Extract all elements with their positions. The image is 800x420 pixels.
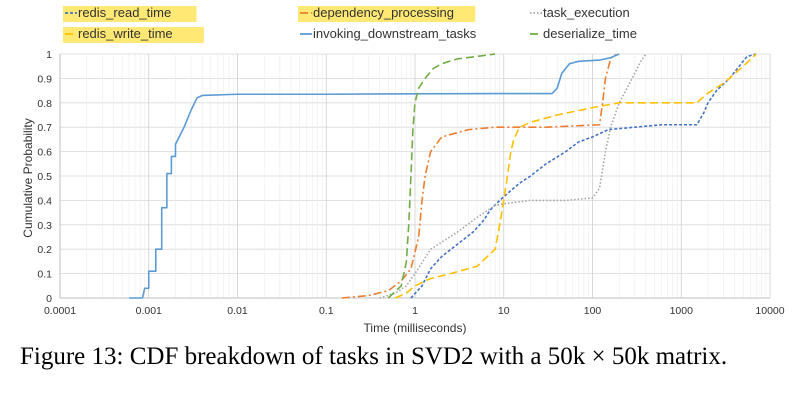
y-tick-label: 0.7 (37, 122, 52, 134)
x-tick-label: 1 (412, 305, 418, 317)
x-tick-label: 10000 (755, 305, 784, 317)
legend-label: task_execution (543, 5, 630, 20)
x-tick-label: 0.01 (227, 305, 248, 317)
y-tick-label: 0.8 (37, 98, 52, 110)
series-lines (129, 53, 757, 299)
y-tick-label: 0 (46, 293, 52, 305)
legend-label: invoking_downstream_tasks (313, 26, 477, 41)
legend-label: dependency_processing (313, 5, 454, 20)
series-line-dependency-processing (341, 53, 616, 299)
legend-item-task-execution: task_execution (530, 5, 630, 20)
gridlines (59, 53, 771, 299)
caption-text: Figure 13: CDF breakdown of tasks in SVD… (20, 343, 728, 370)
legend-item-invoking-downstream-tasks: invoking_downstream_tasks (300, 26, 477, 41)
y-tick-label: 0.9 (37, 73, 52, 85)
series-line-deserialize-time (387, 53, 496, 299)
x-axis-label: Time (milliseconds) (364, 321, 467, 335)
legend-item-redis-write-time: redis_write_time (63, 26, 204, 43)
y-tick-label: 0.5 (37, 171, 52, 183)
y-tick-label: 0.2 (37, 244, 52, 256)
legend-highlight (63, 27, 204, 43)
legend-highlight (63, 6, 197, 22)
y-tick-label: 0.4 (37, 195, 52, 207)
y-axis-label: Cumulative Probability (21, 118, 35, 237)
y-tick-label: 0.3 (37, 220, 52, 232)
legend-label: deserialize_time (543, 26, 637, 41)
legend-label: redis_write_time (78, 26, 173, 41)
x-tick-label: 10 (498, 305, 510, 317)
y-tick-label: 0.1 (37, 269, 52, 281)
legend-item-deserialize-time: deserialize_time (530, 26, 637, 41)
legend-item-dependency-processing: dependency_processing (298, 5, 476, 22)
x-tick-label: 1000 (670, 305, 694, 317)
x-tick-label: 0.001 (136, 305, 162, 317)
series-line-redis-read-time (410, 53, 757, 299)
x-tick-label: 0.1 (319, 305, 334, 317)
axes: 0 0.1 0.2 0.3 0.4 0.5 0.6 0.7 0.8 0.9 1 0.0001 0.001… (37, 49, 784, 317)
series-line-redis-write-time (394, 53, 757, 299)
legend-item-redis-read-time: redis_read_time (63, 5, 197, 22)
legend-label: redis_read_time (78, 5, 171, 20)
figure-caption: Figure 13: CDF breakdown of tasks in SVD… (20, 340, 790, 374)
legend: redis_read_time dependency_processing task… (63, 5, 637, 43)
y-tick-label: 1 (46, 49, 52, 61)
x-tick-label: 100 (584, 305, 602, 317)
series-line-invoking-downstream-tasks (129, 53, 620, 299)
y-tick-label: 0.6 (37, 147, 52, 159)
x-tick-label: 0.0001 (44, 305, 76, 317)
legend-highlight (298, 6, 476, 22)
